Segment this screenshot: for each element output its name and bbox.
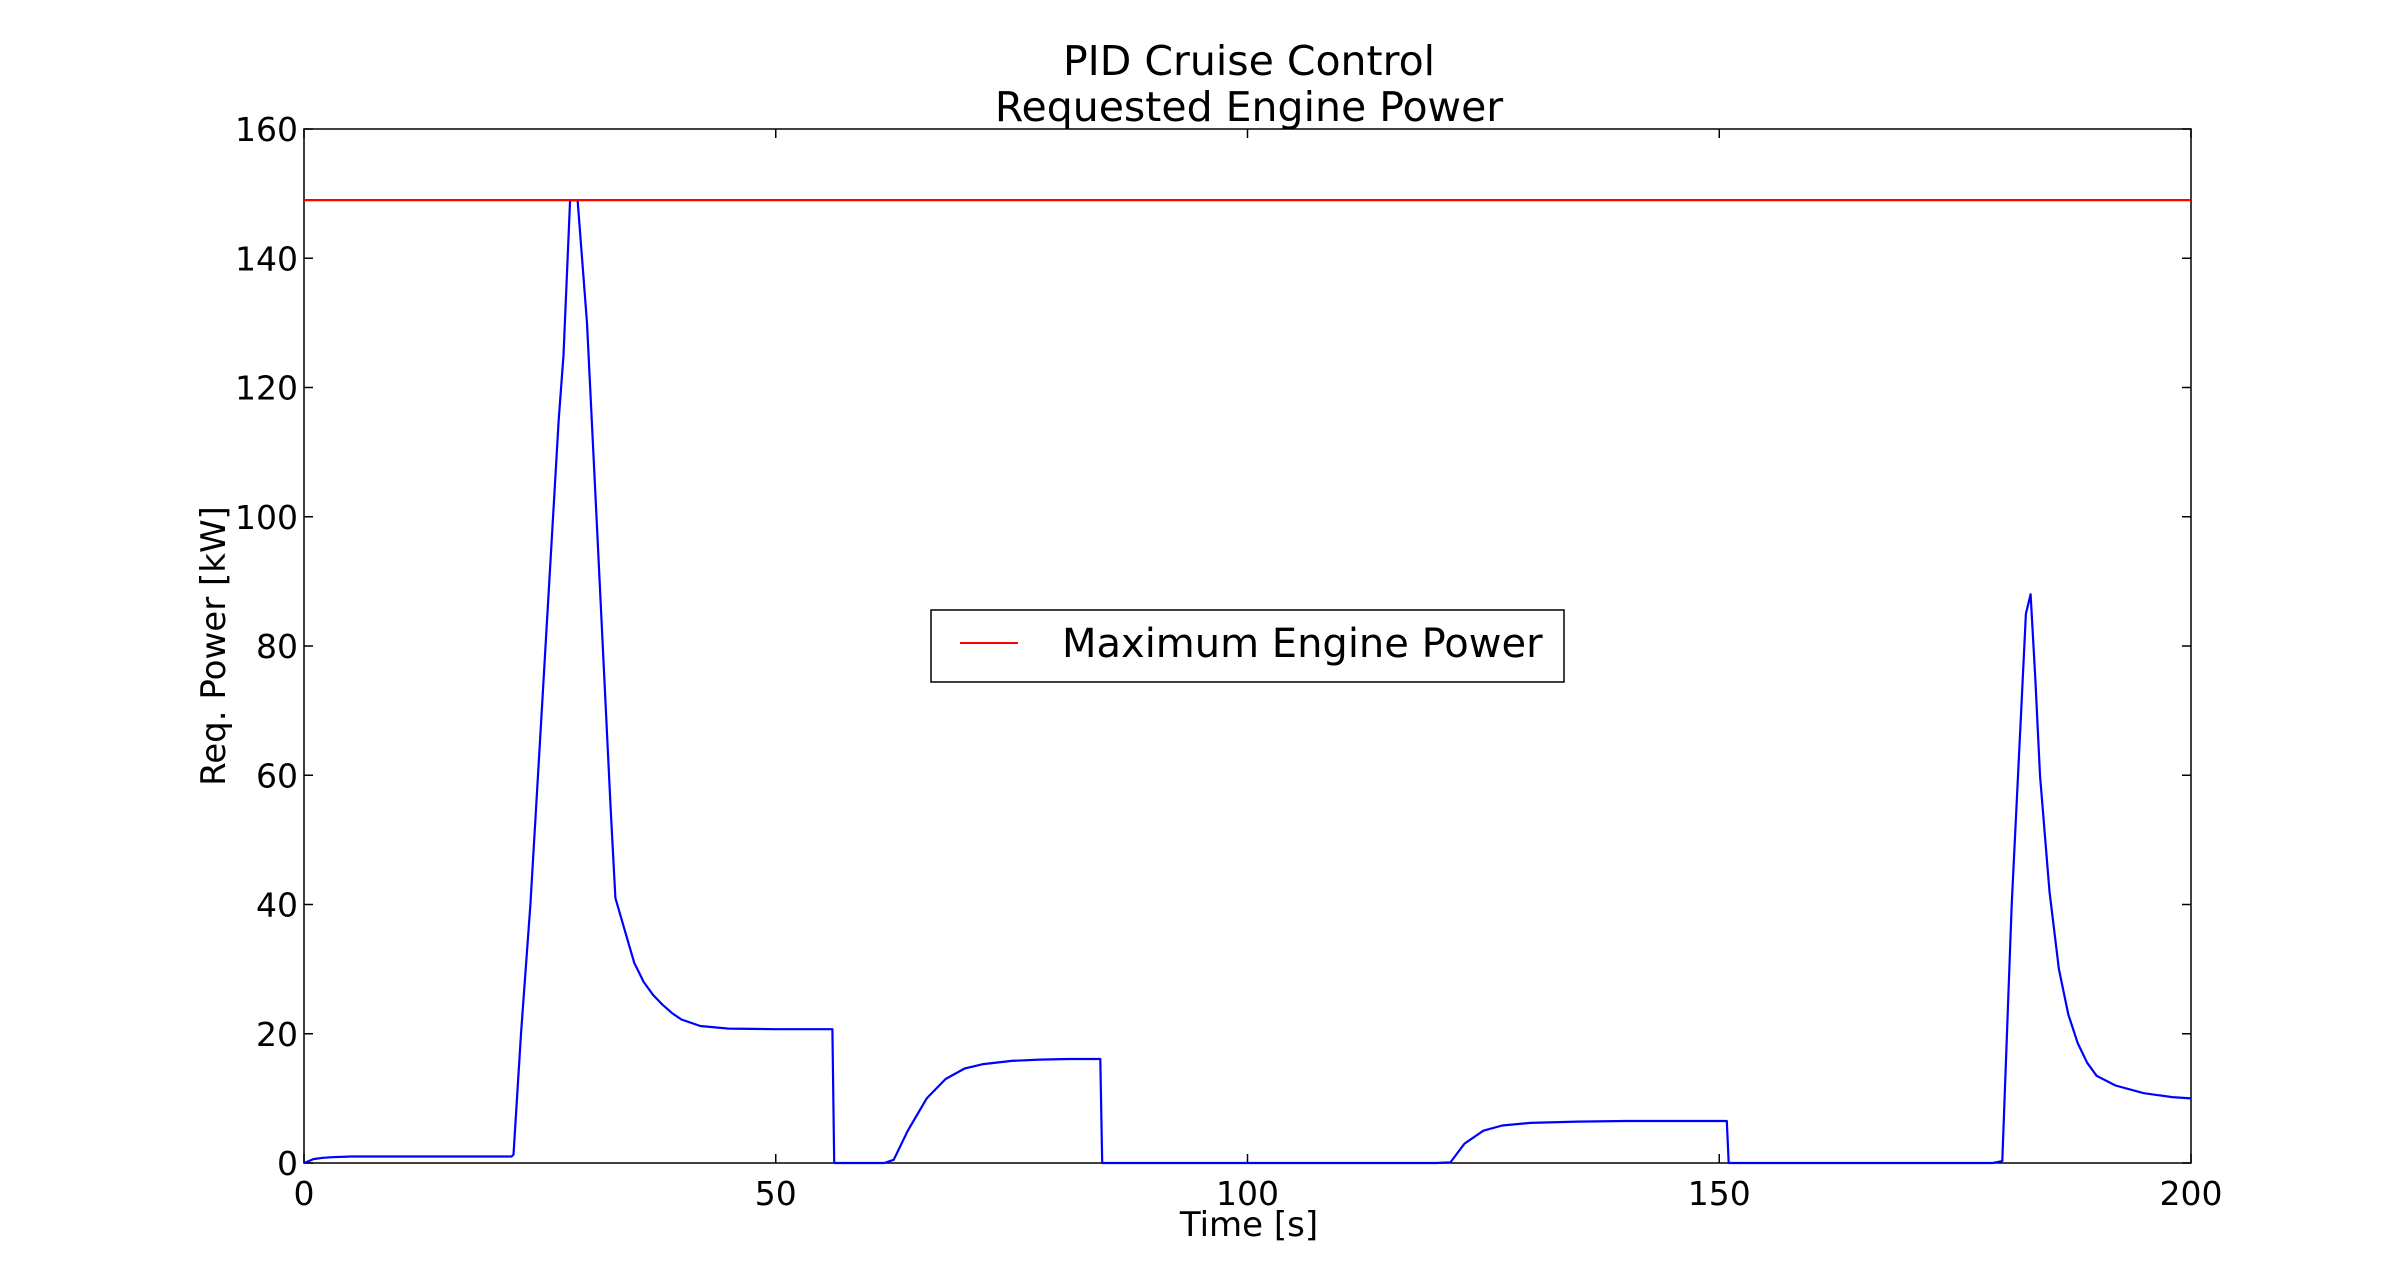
legend-box — [930, 609, 1565, 683]
series-requested-power-line — [303, 199, 2192, 1165]
x-tick-label: 0 — [294, 1174, 315, 1213]
x-tick-label: 100 — [1216, 1174, 1279, 1213]
y-tick-label: 80 — [256, 627, 298, 666]
legend: Maximum Engine Power — [930, 609, 1565, 683]
series-layer — [303, 199, 2192, 1165]
x-tick-label: 200 — [2160, 1174, 2223, 1213]
x-tick-label: 50 — [755, 1174, 797, 1213]
y-tick-label: 140 — [235, 239, 298, 278]
y-tick-label: 120 — [235, 369, 298, 408]
y-tick-label: 160 — [235, 110, 298, 149]
x-tick-label: 150 — [1688, 1174, 1751, 1213]
y-axis-label: Req. Power [kW] — [194, 506, 234, 786]
y-tick-label: 100 — [235, 498, 298, 537]
y-tick-label: 0 — [277, 1144, 298, 1183]
y-tick-label: 60 — [256, 756, 298, 795]
x-axis-label: Time [s] — [1179, 1205, 1318, 1245]
y-tick-label: 20 — [256, 1015, 298, 1054]
chart-subtitle: Requested Engine Power — [995, 83, 1503, 131]
legend-label-maximum-engine-power: Maximum Engine Power — [1062, 621, 1543, 667]
y-tick-label: 40 — [256, 886, 298, 925]
ticks-layer: 0 50 100 150 200 0 20 40 60 80 100 120 140 160 — [235, 110, 2223, 1213]
chart-title: PID Cruise Control — [1063, 37, 1435, 85]
